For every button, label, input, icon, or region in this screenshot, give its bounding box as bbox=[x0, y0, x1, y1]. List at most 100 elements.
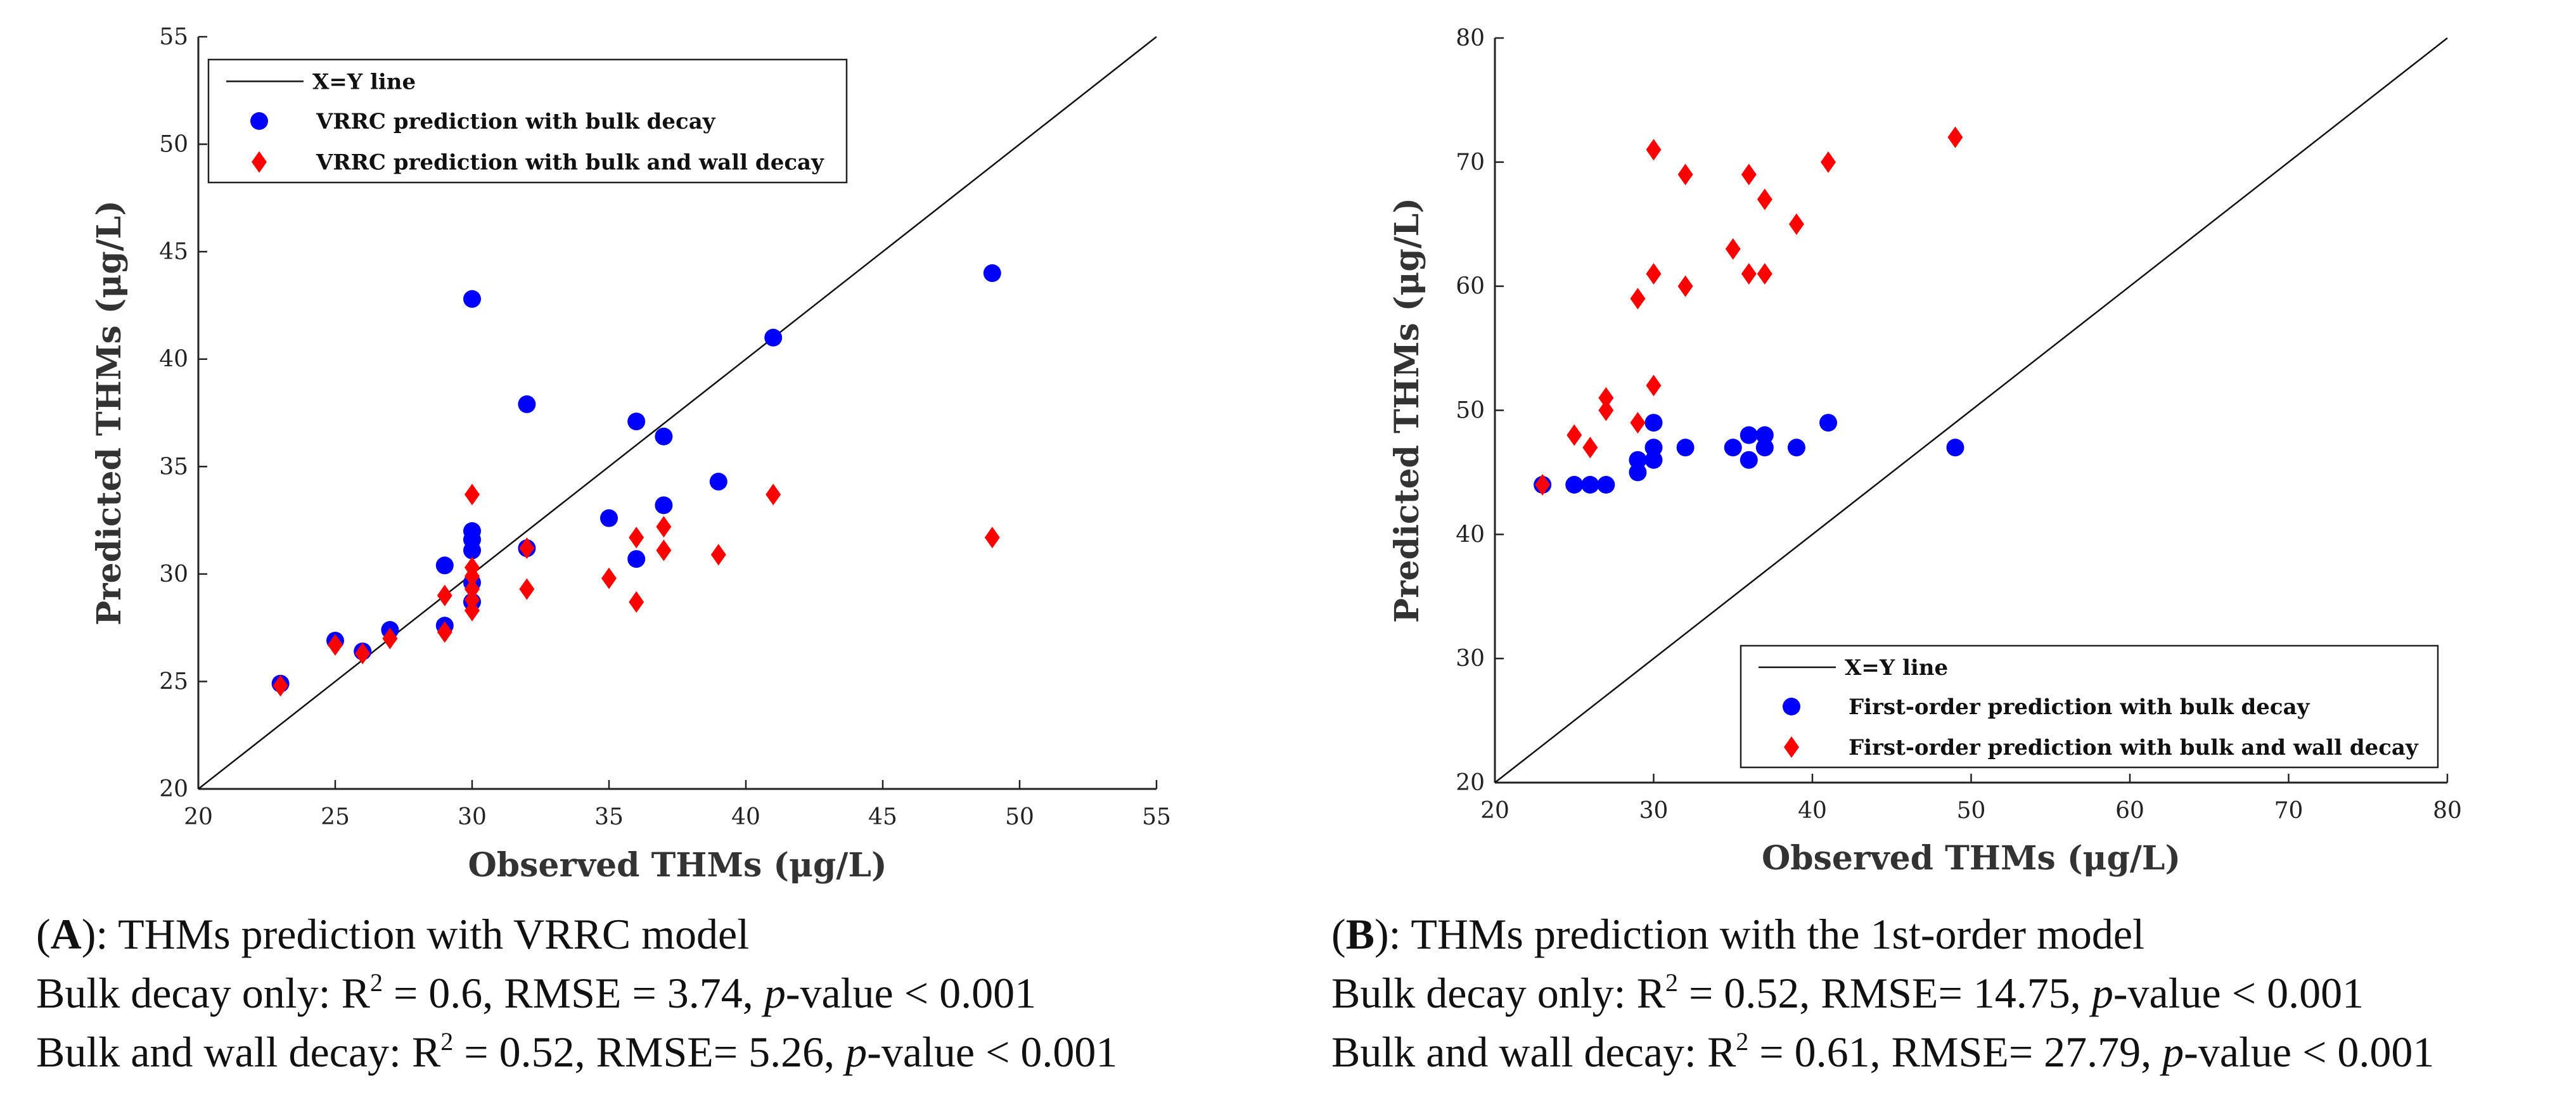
data-point-diamond bbox=[984, 527, 1000, 549]
series-bulk-decay bbox=[271, 264, 1001, 693]
data-point-diamond bbox=[437, 584, 452, 606]
data-point-diamond bbox=[465, 556, 480, 579]
data-point-diamond bbox=[656, 539, 672, 561]
data-point-diamond bbox=[1821, 151, 1836, 173]
legend-entry-xy-line: X=Y line bbox=[1845, 655, 1948, 681]
data-point-diamond bbox=[629, 527, 644, 549]
data-point-circle bbox=[1787, 439, 1805, 457]
caption-title: (B): THMs prediction with the 1st-order … bbox=[1331, 910, 2144, 958]
y-axis-label: Predicted THMs (μg/L) bbox=[1388, 198, 1426, 623]
legend-entry-bulk-decay: First-order prediction with bulk decay bbox=[1849, 695, 2310, 720]
x-tick-label: 20 bbox=[184, 804, 213, 830]
y-tick-label: 55 bbox=[159, 24, 188, 50]
data-point-circle bbox=[1819, 414, 1838, 432]
stat-superscript: 2 bbox=[370, 968, 383, 997]
chart-panel-a: 20 25 30 35 40 45 50 55 20 25 30 35 40 45 50 55 Observed… bbox=[90, 24, 1171, 885]
stat-values: = 0.52, RMSE= 5.26, bbox=[453, 1028, 845, 1076]
stat-p-value: -value < 0.001 bbox=[867, 1028, 1117, 1076]
y-tick-label: 30 bbox=[159, 561, 188, 587]
y-tick-label: 30 bbox=[1456, 646, 1485, 672]
x-tick-label: 50 bbox=[1957, 798, 1986, 824]
y-tick-label: 20 bbox=[159, 776, 188, 802]
data-point-circle bbox=[1644, 439, 1663, 457]
x-tick-label: 45 bbox=[868, 804, 897, 830]
data-point-diamond bbox=[1582, 437, 1598, 459]
caption-prefix: ( bbox=[36, 910, 51, 958]
data-point-diamond bbox=[1646, 263, 1662, 285]
data-point-circle bbox=[1629, 451, 1647, 469]
data-point-circle bbox=[1755, 439, 1774, 457]
data-point-circle bbox=[655, 427, 673, 445]
series-bulk-and-wall-decay bbox=[1535, 126, 1963, 496]
data-point-diamond bbox=[1677, 163, 1693, 186]
data-point-circle bbox=[1597, 476, 1615, 494]
y-tick-label: 20 bbox=[1456, 770, 1485, 796]
data-point-circle bbox=[983, 264, 1001, 283]
x-tick-label: 50 bbox=[1005, 804, 1034, 830]
x-tick-label: 30 bbox=[1639, 798, 1669, 824]
x-tick-label: 60 bbox=[2115, 798, 2144, 824]
caption-title-text: ): THMs prediction with VRRC model bbox=[82, 910, 749, 958]
caption-bulk-wall-stats: Bulk and wall decay: R2 = 0.52, RMSE= 5.… bbox=[36, 1027, 1117, 1076]
stat-prefix: Bulk and wall decay: R bbox=[1331, 1028, 1736, 1076]
stat-p-symbol: p bbox=[2089, 969, 2113, 1017]
caption-panel-letter: A bbox=[51, 910, 82, 958]
caption-b: (B): THMs prediction with the 1st-order … bbox=[1331, 910, 2434, 1076]
data-point-diamond bbox=[1598, 387, 1614, 409]
caption-bulk-stats: Bulk decay only: R2 = 0.52, RMSE= 14.75,… bbox=[1331, 968, 2364, 1017]
x-tick-label: 40 bbox=[731, 804, 760, 830]
data-point-diamond bbox=[766, 483, 781, 506]
y-tick-label: 25 bbox=[159, 669, 188, 695]
x-axis-label: Observed THMs (μg/L) bbox=[1762, 839, 2181, 878]
legend-diamond-symbol bbox=[1784, 736, 1799, 758]
stat-prefix: Bulk decay only: R bbox=[1331, 969, 1666, 1017]
legend: X=Y line VRRC prediction with bulk decay V… bbox=[207, 58, 848, 184]
y-tick-label: 80 bbox=[1456, 25, 1485, 51]
data-point-diamond bbox=[1677, 275, 1693, 297]
stat-superscript: 2 bbox=[440, 1027, 453, 1056]
legend-diamond-symbol bbox=[252, 151, 267, 173]
caption-prefix: ( bbox=[1331, 910, 1346, 958]
data-point-circle bbox=[627, 550, 646, 568]
data-point-circle bbox=[1740, 426, 1758, 444]
chart-panel-b: 20 30 40 50 60 70 80 20 30 40 50 60 70 80 Observed THM… bbox=[1388, 25, 2462, 878]
data-point-diamond bbox=[328, 634, 343, 656]
legend: X=Y line First-order prediction with bulk… bbox=[1740, 644, 2439, 769]
data-point-diamond bbox=[1567, 424, 1582, 446]
caption-title-text: ): THMs prediction with the 1st-order mo… bbox=[1375, 910, 2144, 958]
stat-p-symbol: p bbox=[2160, 1028, 2184, 1076]
stat-prefix: Bulk decay only: R bbox=[36, 969, 371, 1017]
data-point-circle bbox=[518, 395, 536, 413]
y-tick-label: 50 bbox=[159, 132, 188, 158]
data-point-diamond bbox=[519, 578, 535, 600]
stat-values: = 0.61, RMSE= 27.79, bbox=[1748, 1028, 2162, 1076]
data-point-circle bbox=[1755, 426, 1774, 444]
data-point-circle bbox=[1676, 439, 1695, 457]
x-tick-label: 80 bbox=[2433, 798, 2462, 824]
data-point-circle bbox=[655, 496, 673, 515]
data-point-diamond bbox=[465, 578, 480, 600]
caption-bulk-stats: Bulk decay only: R2 = 0.6, RMSE = 3.74, … bbox=[36, 968, 1036, 1017]
data-point-diamond bbox=[1741, 163, 1757, 186]
legend-circle-symbol bbox=[1783, 698, 1800, 715]
data-point-circle bbox=[1946, 439, 1964, 457]
xy-reference-line bbox=[1494, 37, 2448, 783]
caption-bulk-wall-stats: Bulk and wall decay: R2 = 0.61, RMSE= 27… bbox=[1331, 1027, 2434, 1076]
y-tick-label: 60 bbox=[1456, 274, 1485, 300]
data-point-diamond bbox=[1757, 263, 1772, 285]
data-point-diamond bbox=[1598, 399, 1614, 421]
data-point-diamond bbox=[519, 537, 535, 560]
data-point-diamond bbox=[656, 516, 672, 538]
legend-circle-symbol bbox=[250, 112, 268, 130]
y-axis-label: Predicted THMs (μg/L) bbox=[90, 200, 129, 625]
stat-superscript: 2 bbox=[1736, 1027, 1748, 1056]
x-tick-label: 35 bbox=[594, 804, 624, 830]
legend-box bbox=[1740, 644, 2439, 769]
stat-p-value: -value < 0.001 bbox=[2113, 969, 2364, 1017]
xy-reference-line bbox=[198, 36, 1157, 790]
data-point-diamond bbox=[1725, 238, 1741, 260]
caption-panel-letter: B bbox=[1346, 910, 1375, 958]
data-point-diamond bbox=[1535, 474, 1551, 496]
data-point-circle bbox=[1565, 476, 1584, 494]
